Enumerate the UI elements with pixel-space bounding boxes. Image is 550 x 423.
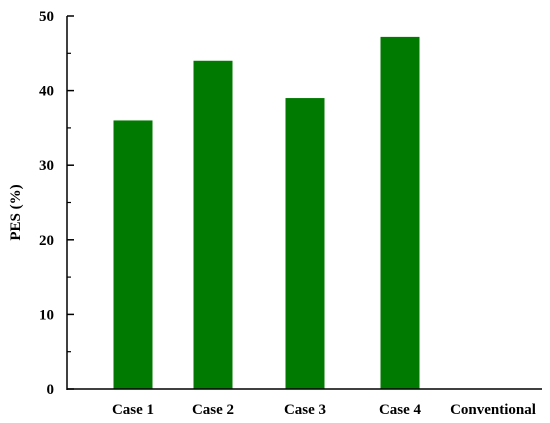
x-category-label: Case 2 [192, 402, 234, 418]
y-tick-label: 10 [39, 307, 54, 323]
y-axis-title: PES (%) [8, 184, 24, 240]
y-tick-label: 0 [47, 382, 55, 398]
x-labels-group: Case 1 Case 2 Case 3 Case 4 Conventional [112, 402, 536, 418]
y-tick-label: 50 [39, 9, 54, 25]
bar-case-2 [193, 60, 233, 389]
y-ticks-group: 0 10 20 30 40 50 [39, 9, 74, 398]
y-tick-label: 40 [39, 84, 54, 100]
x-category-label: Conventional [450, 402, 536, 418]
y-tick-label: 20 [39, 233, 54, 249]
bars-group [113, 36, 420, 389]
x-category-label: Case 1 [112, 402, 154, 418]
x-category-label: Case 4 [379, 402, 422, 418]
x-category-label: Case 3 [284, 402, 326, 418]
bar-case-4 [380, 36, 420, 389]
bar-case-3 [285, 98, 325, 389]
y-tick-label: 30 [39, 158, 54, 174]
bar-case-1 [113, 120, 153, 389]
